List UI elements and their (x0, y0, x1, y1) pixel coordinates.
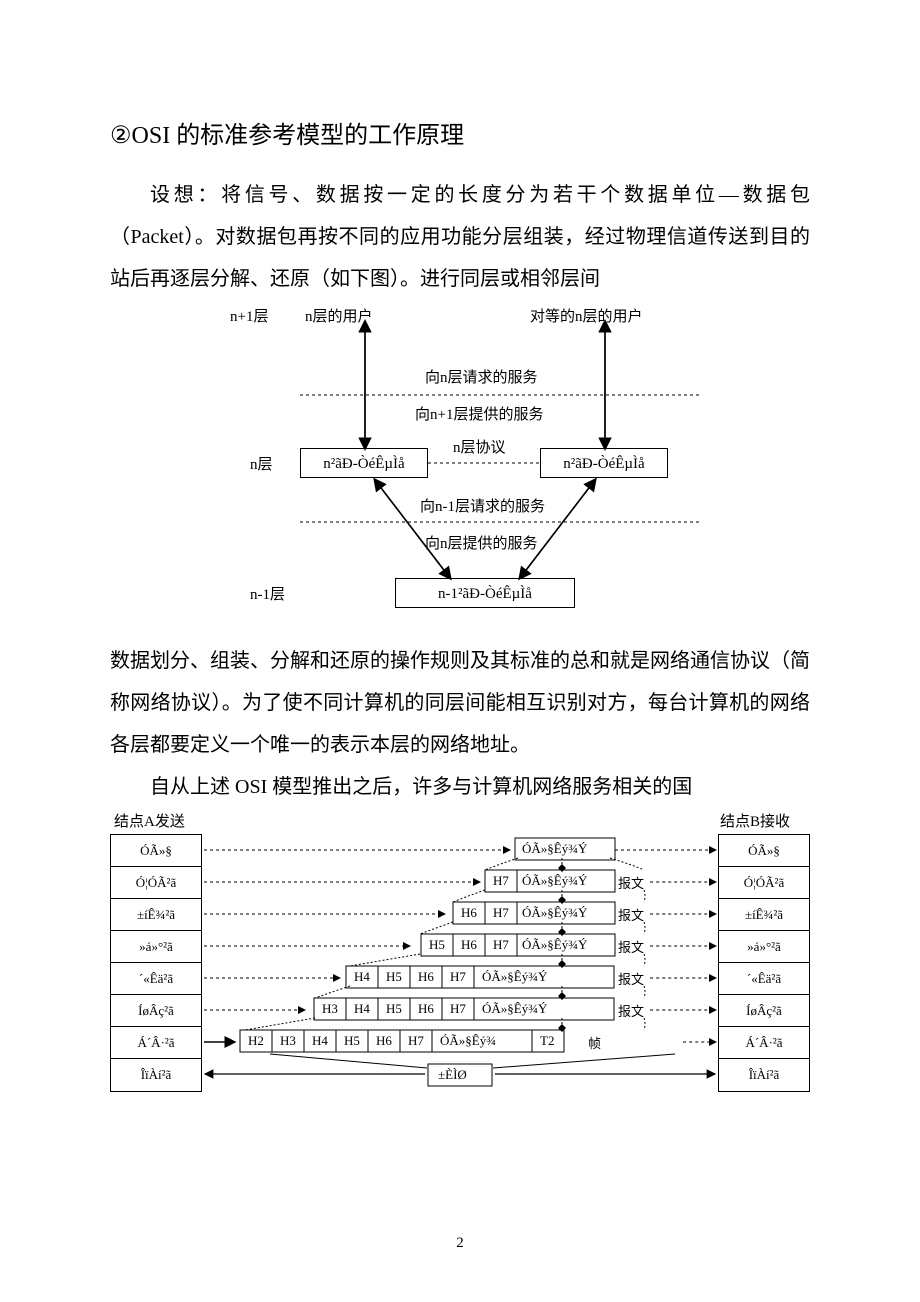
row1-suffix: 报文 (618, 873, 644, 892)
fig1-n-box-right: n²ãÐ-ÒéÊµÌå (540, 448, 668, 478)
row2-suffix: 报文 (618, 905, 644, 924)
heading-tail: 的标准参考模型的工作原理 (170, 123, 464, 149)
figure-2-wrap: 结点A发送 结点B接收 ÓÃ»§ Ó¦ÓÃ²ã ±íÊ¾²ã »á»°²ã ´«… (110, 810, 810, 1130)
row0-payload: ÓÃ»§Êý¾Ý (522, 841, 587, 857)
layer-cell: ÍøÂç²ã (719, 995, 809, 1027)
layer-cell: ±íÊ¾²ã (111, 899, 201, 931)
page-number: 2 (0, 1235, 920, 1252)
layer-cell: ÎïÀí²ã (111, 1059, 201, 1091)
row5-h6: H6 (418, 1001, 434, 1017)
fig1-protocol: n层协议 (453, 436, 506, 457)
row6-h3: H3 (280, 1033, 296, 1049)
fig1-label-n+1: n+1层 (230, 305, 268, 326)
layer-cell: Ó¦ÓÃ²ã (719, 867, 809, 899)
row3-h5: H5 (429, 937, 445, 953)
fig1-top-left-user: n层的用户 (305, 305, 373, 326)
row3-h7: H7 (493, 937, 509, 953)
row4-suffix: 报文 (618, 969, 644, 988)
row3-h6: H6 (461, 937, 477, 953)
layer-cell: ´«Êä²ã (719, 963, 809, 995)
layer-cell: ÎïÀí²ã (719, 1059, 809, 1091)
paragraph-2: 数据划分、组装、分解和还原的操作规则及其标准的总和就是网络通信协议（简称网络协议… (110, 640, 810, 766)
row4-payload: ÓÃ»§Êý¾Ý (482, 969, 547, 985)
fig2-title-b: 结点B接收 (720, 810, 790, 831)
figure-1: n+1层 n层的用户 对等的n层的用户 向n层请求的服务 向n+1层提供的服务 … (200, 300, 720, 640)
fig2-title-a: 结点A发送 (114, 810, 185, 831)
row4-h4: H4 (354, 969, 370, 985)
layer-cell: ÓÃ»§ (719, 835, 809, 867)
bits-label: ±ÈÌØ (438, 1067, 467, 1083)
fig1-n-1-layer: n-1层 (250, 583, 285, 604)
fig1-req-nm1: 向n-1层请求的服务 (420, 495, 545, 516)
row3-payload: ÓÃ»§Êý¾Ý (522, 937, 587, 953)
row4-h7: H7 (450, 969, 466, 985)
fig2-stack-a: ÓÃ»§ Ó¦ÓÃ²ã ±íÊ¾²ã »á»°²ã ´«Êä²ã ÍøÂç²ã … (110, 834, 202, 1092)
fig1-n-box-left: n²ãÐ-ÒéÊµÌå (300, 448, 428, 478)
row5-h3: H3 (322, 1001, 338, 1017)
fig1-top-right-user: 对等的n层的用户 (530, 305, 643, 326)
layer-cell: ´«Êä²ã (111, 963, 201, 995)
row5-h4: H4 (354, 1001, 370, 1017)
paragraph-1: 设想：将信号、数据按一定的长度分为若干个数据单位—数据包（Packet）。对数据… (110, 174, 810, 300)
fig1-n-1-box: n-1²ãÐ-ÒéÊµÌå (395, 578, 575, 608)
row4-h6: H6 (418, 969, 434, 985)
layer-cell: ÓÃ»§ (111, 835, 201, 867)
layer-cell: ÍøÂç²ã (111, 995, 201, 1027)
row6-h6: H6 (376, 1033, 392, 1049)
row1-h7: H7 (493, 873, 509, 889)
row6-h5: H5 (344, 1033, 360, 1049)
layer-cell: »á»°²ã (111, 931, 201, 963)
heading-osi: OSI (132, 123, 171, 149)
layer-cell: ±íÊ¾²ã (719, 899, 809, 931)
layer-cell: Ó¦ÓÃ²ã (111, 867, 201, 899)
figure-2: 结点A发送 结点B接收 ÓÃ»§ Ó¦ÓÃ²ã ±íÊ¾²ã »á»°²ã ´«… (110, 810, 810, 1130)
row1-payload: ÓÃ»§Êý¾Ý (522, 873, 587, 889)
row5-payload: ÓÃ»§Êý¾Ý (482, 1001, 547, 1017)
row6-h7: H7 (408, 1033, 424, 1049)
row5-suffix: 报文 (618, 1001, 644, 1020)
section-heading: ②OSI 的标准参考模型的工作原理 (110, 115, 810, 158)
row6-frame: 帧 (588, 1033, 601, 1052)
fig1-n-layer: n层 (250, 453, 273, 474)
fig1-serve-n: 向n层提供的服务 (425, 532, 538, 553)
heading-prefix: ② (110, 123, 132, 149)
layer-cell: »á»°²ã (719, 931, 809, 963)
row6-t2: T2 (540, 1033, 554, 1049)
row5-h7: H7 (450, 1001, 466, 1017)
layer-cell: Á´Â·²ã (111, 1027, 201, 1059)
layer-cell: Á´Â·²ã (719, 1027, 809, 1059)
row2-h6: H6 (461, 905, 477, 921)
paragraph-3: 自从上述 OSI 模型推出之后，许多与计算机网络服务相关的国 (110, 766, 810, 808)
row2-payload: ÓÃ»§Êý¾Ý (522, 905, 587, 921)
row2-h7: H7 (493, 905, 509, 921)
row6-payload: ÓÃ»§Êý¾ (440, 1033, 496, 1049)
fig1-serve-n1: 向n+1层提供的服务 (415, 403, 543, 424)
row3-suffix: 报文 (618, 937, 644, 956)
row6-h2: H2 (248, 1033, 264, 1049)
figure-1-wrap: n+1层 n层的用户 对等的n层的用户 向n层请求的服务 向n+1层提供的服务 … (110, 300, 810, 640)
row5-h5: H5 (386, 1001, 402, 1017)
fig2-stack-b: ÓÃ»§ Ó¦ÓÃ²ã ±íÊ¾²ã »á»°²ã ´«Êä²ã ÍøÂç²ã … (718, 834, 810, 1092)
row4-h5: H5 (386, 969, 402, 985)
fig1-req-n: 向n层请求的服务 (425, 366, 538, 387)
row6-h4: H4 (312, 1033, 328, 1049)
